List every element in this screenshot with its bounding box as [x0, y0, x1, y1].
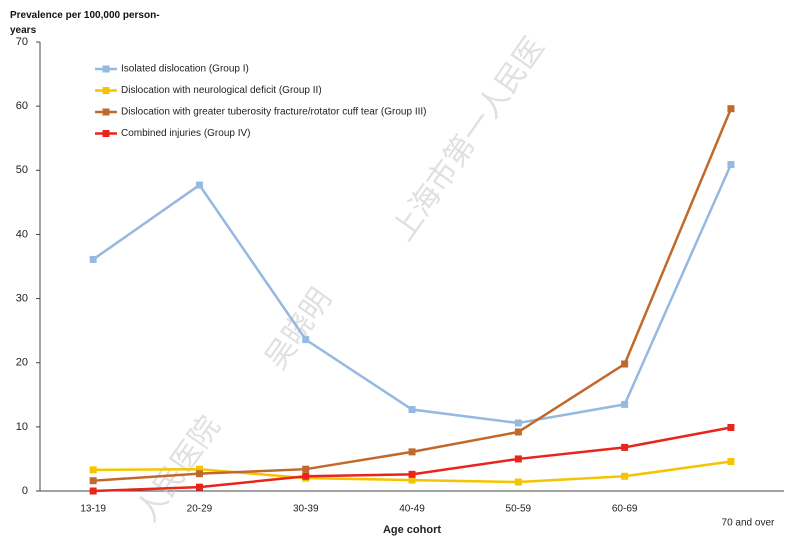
- point: [408, 476, 416, 484]
- legend-label: Combined injuries (Group IV): [121, 128, 251, 139]
- x-tick-label: 40-49: [399, 504, 425, 515]
- point: [89, 255, 97, 263]
- x-tick-label: 20-29: [187, 504, 213, 515]
- y-tick-label: 50: [16, 164, 28, 176]
- point: [621, 400, 629, 408]
- legend-label: Isolated dislocation (Group I): [121, 64, 249, 75]
- point: [514, 419, 522, 427]
- point: [195, 483, 203, 491]
- point: [408, 448, 416, 456]
- point: [621, 443, 629, 451]
- point: [727, 457, 735, 465]
- point: [514, 478, 522, 486]
- y-tick-label: 20: [16, 357, 28, 369]
- point: [514, 428, 522, 436]
- legend-marker: [102, 130, 110, 137]
- x-tick-label: 13-19: [80, 504, 106, 515]
- legend-marker: [102, 87, 110, 94]
- point: [89, 487, 97, 495]
- y-tick-label: 40: [16, 228, 28, 240]
- watermark: 上海市第一人民医: [386, 31, 551, 247]
- point: [302, 465, 310, 473]
- point: [727, 105, 735, 113]
- y-axis-title: Prevalence per 100,000 person-years: [10, 10, 160, 36]
- point: [514, 455, 522, 463]
- y-tick-label: 10: [16, 421, 28, 433]
- x-axis-title: Age cohort: [383, 524, 441, 536]
- point: [89, 477, 97, 485]
- legend-marker: [102, 108, 110, 116]
- point: [302, 472, 310, 480]
- y-tick-label: 70: [16, 36, 28, 48]
- legend-marker: [102, 65, 110, 73]
- y-tick-label: 30: [16, 292, 28, 304]
- point: [195, 465, 203, 473]
- legend-label: Dislocation with neurological deficit (G…: [121, 85, 322, 96]
- x-tick-label: 70 and over: [722, 518, 775, 529]
- point: [89, 466, 97, 474]
- point: [727, 161, 735, 169]
- point: [408, 470, 416, 478]
- point: [195, 470, 203, 478]
- legend-label: Dislocation with greater tuberosity frac…: [121, 107, 427, 118]
- x-tick-label: 60-69: [612, 504, 638, 515]
- point: [302, 336, 310, 344]
- y-tick-label: 0: [22, 485, 28, 497]
- x-tick-label: 30-39: [293, 504, 319, 515]
- x-tick-label: 50-59: [506, 504, 532, 515]
- point: [408, 406, 416, 414]
- point: [195, 181, 203, 189]
- point: [727, 423, 735, 431]
- y-tick-label: 60: [16, 100, 28, 112]
- point: [621, 360, 629, 368]
- point: [621, 472, 629, 480]
